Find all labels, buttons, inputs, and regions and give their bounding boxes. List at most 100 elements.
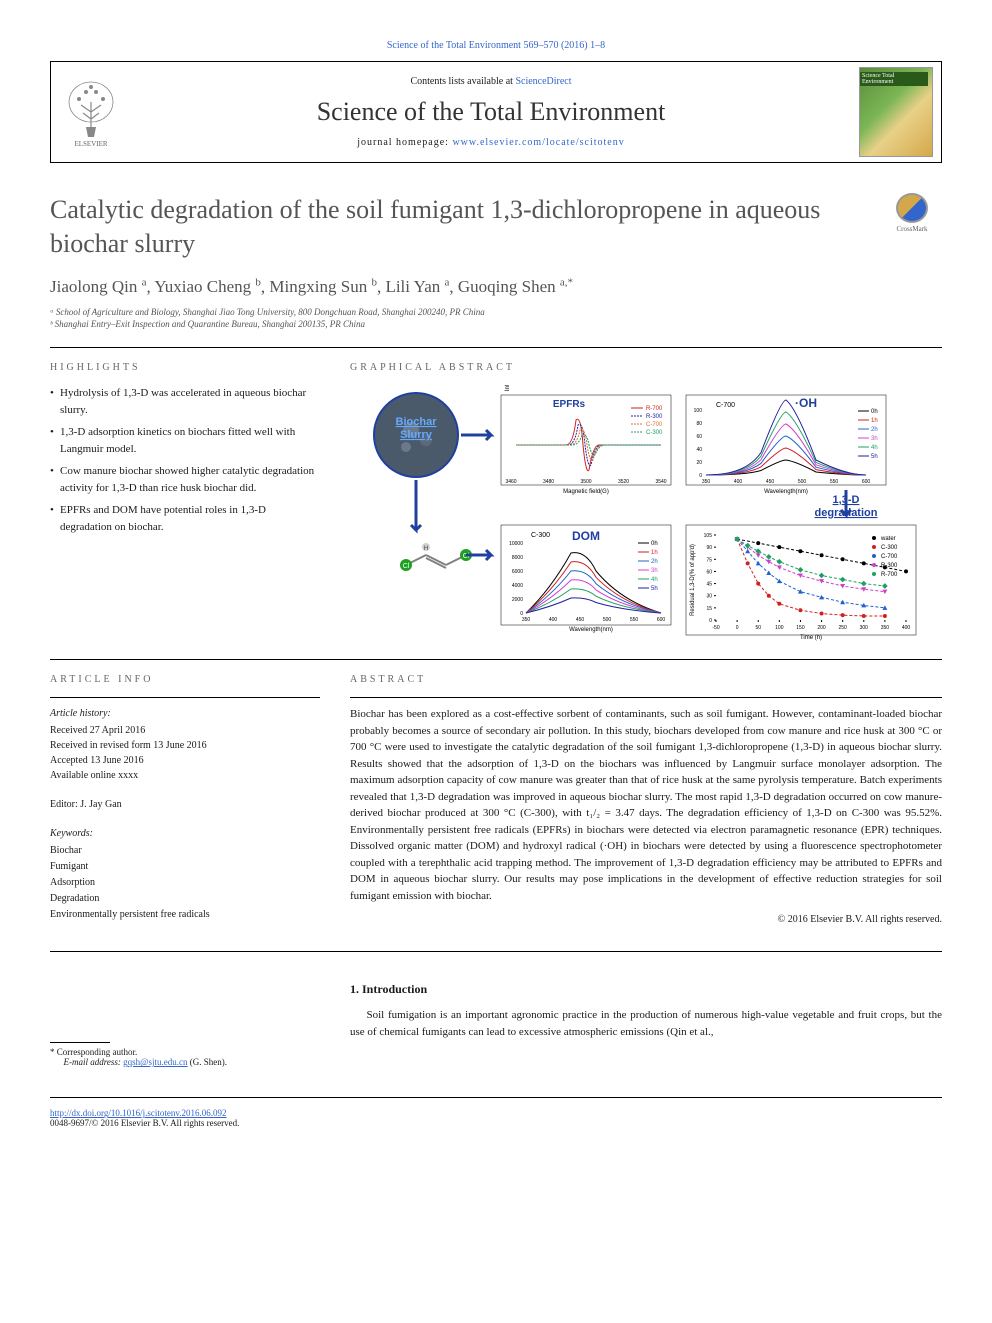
footer-block: http://dx.doi.org/10.1016/j.scitotenv.20… xyxy=(50,1097,942,1128)
intro-text: Soil fumigation is an important agronomi… xyxy=(350,1007,942,1040)
sciencedirect-link[interactable]: ScienceDirect xyxy=(515,76,571,87)
svg-text:H: H xyxy=(424,546,428,552)
svg-text:550: 550 xyxy=(830,479,839,485)
svg-text:105: 105 xyxy=(704,533,713,539)
copyright-line: © 2016 Elsevier B.V. All rights reserved… xyxy=(350,914,942,925)
graphical-abstract: BiocharSlurryClClHEPFRsIntensity(a.u.)34… xyxy=(350,385,942,645)
svg-text:Time (h): Time (h) xyxy=(800,635,822,641)
svg-text:400: 400 xyxy=(902,625,911,631)
svg-text:3500: 3500 xyxy=(580,479,591,485)
email-link[interactable]: gqsh@sjtu.edu.cn xyxy=(123,1057,187,1067)
issn-line: 0048-9697/© 2016 Elsevier B.V. All right… xyxy=(50,1118,942,1128)
svg-text:ELSEVIER: ELSEVIER xyxy=(74,140,107,147)
svg-text:5h: 5h xyxy=(871,454,878,460)
svg-text:C-300: C-300 xyxy=(881,545,898,551)
svg-text:3520: 3520 xyxy=(618,479,629,485)
svg-text:Residual 1,3-D(% of app'd): Residual 1,3-D(% of app'd) xyxy=(690,544,696,616)
svg-text:C-300: C-300 xyxy=(531,532,550,539)
svg-text:R-300: R-300 xyxy=(881,563,898,569)
svg-text:Cl: Cl xyxy=(403,563,410,570)
svg-text:Biochar: Biochar xyxy=(396,416,438,428)
article-title: Catalytic degradation of the soil fumiga… xyxy=(50,193,862,261)
svg-text:EPFRs: EPFRs xyxy=(553,399,586,410)
highlight-item: Cow manure biochar showed higher catalyt… xyxy=(50,463,320,496)
highlights-label: HIGHLIGHTS xyxy=(50,362,320,373)
svg-text:100: 100 xyxy=(694,408,703,414)
svg-text:R-700: R-700 xyxy=(646,406,663,412)
svg-text:1,3-D: 1,3-D xyxy=(833,494,860,506)
svg-text:5h: 5h xyxy=(651,586,658,592)
elsevier-logo: ELSEVIER xyxy=(51,62,131,162)
svg-text:3h: 3h xyxy=(651,568,658,574)
abstract-text: Biochar has been explored as a cost-effe… xyxy=(350,706,942,904)
svg-text:45: 45 xyxy=(706,582,712,588)
svg-text:1h: 1h xyxy=(651,550,658,556)
svg-text:200: 200 xyxy=(817,625,826,631)
homepage-line: journal homepage: www.elsevier.com/locat… xyxy=(131,137,851,148)
divider xyxy=(50,951,942,952)
svg-text:0: 0 xyxy=(736,625,739,631)
svg-text:Wavelength(nm): Wavelength(nm) xyxy=(569,627,613,633)
highlight-item: 1,3-D adsorption kinetics on biochars fi… xyxy=(50,424,320,457)
abstract-label: ABSTRACT xyxy=(350,674,942,685)
svg-text:150: 150 xyxy=(796,625,805,631)
authors-line: Jiaolong Qin a, Yuxiao Cheng b, Mingxing… xyxy=(50,277,942,298)
svg-text:Slurry: Slurry xyxy=(400,429,433,441)
editor-line: Editor: J. Jay Gan xyxy=(50,797,320,812)
svg-text:50: 50 xyxy=(755,625,761,631)
svg-text:400: 400 xyxy=(549,617,558,623)
svg-text:300: 300 xyxy=(860,625,869,631)
svg-text:600: 600 xyxy=(862,479,871,485)
graphical-abstract-label: GRAPHICAL ABSTRACT xyxy=(350,362,942,373)
svg-text:-50: -50 xyxy=(712,625,719,631)
svg-text:2h: 2h xyxy=(651,559,658,565)
intro-heading: 1. Introduction xyxy=(350,982,942,997)
svg-text:water: water xyxy=(880,536,896,542)
svg-text:250: 250 xyxy=(838,625,847,631)
svg-text:350: 350 xyxy=(522,617,531,623)
svg-text:C-300: C-300 xyxy=(646,430,663,436)
svg-text:C-700: C-700 xyxy=(646,422,663,428)
svg-text:3540: 3540 xyxy=(655,479,666,485)
svg-text:350: 350 xyxy=(702,479,711,485)
article-info-label: ARTICLE INFO xyxy=(50,674,320,685)
svg-text:40: 40 xyxy=(696,447,702,453)
svg-text:0: 0 xyxy=(520,611,523,617)
svg-text:600: 600 xyxy=(657,617,666,623)
svg-text:4000: 4000 xyxy=(512,583,523,589)
svg-text:60: 60 xyxy=(706,570,712,576)
divider xyxy=(50,347,942,348)
svg-text:0h: 0h xyxy=(871,409,878,415)
svg-text:4h: 4h xyxy=(871,445,878,451)
svg-text:degradation: degradation xyxy=(815,507,878,519)
svg-text:550: 550 xyxy=(630,617,639,623)
homepage-link[interactable]: www.elsevier.com/locate/scitotenv xyxy=(452,137,624,148)
svg-text:2000: 2000 xyxy=(512,597,523,603)
svg-text:15: 15 xyxy=(706,606,712,612)
highlight-item: Hydrolysis of 1,3-D was accelerated in a… xyxy=(50,385,320,418)
svg-text:C-700: C-700 xyxy=(881,554,898,560)
highlight-item: EPFRs and DOM have potential roles in 1,… xyxy=(50,502,320,535)
svg-text:10000: 10000 xyxy=(509,541,523,547)
top-citation[interactable]: Science of the Total Environment 569–570… xyxy=(50,40,942,51)
svg-text:0: 0 xyxy=(699,473,702,479)
svg-text:75: 75 xyxy=(706,558,712,564)
svg-text:20: 20 xyxy=(696,460,702,466)
affiliations: ᵃ School of Agriculture and Biology, Sha… xyxy=(50,307,942,329)
svg-text:8000: 8000 xyxy=(512,555,523,561)
article-history: Article history: Received 27 April 2016R… xyxy=(50,706,320,783)
journal-cover-thumb: Science Total Environment xyxy=(851,62,941,162)
svg-text:60: 60 xyxy=(696,434,702,440)
crossmark-badge[interactable]: CrossMark xyxy=(882,193,942,233)
svg-text:4h: 4h xyxy=(651,577,658,583)
svg-text:3h: 3h xyxy=(871,436,878,442)
svg-text:400: 400 xyxy=(734,479,743,485)
svg-text:90: 90 xyxy=(706,545,712,551)
doi-link[interactable]: http://dx.doi.org/10.1016/j.scitotenv.20… xyxy=(50,1108,227,1118)
svg-text:1h: 1h xyxy=(871,418,878,424)
svg-text:500: 500 xyxy=(798,479,807,485)
svg-text:C-700: C-700 xyxy=(716,402,735,409)
svg-text:Wavelength(nm): Wavelength(nm) xyxy=(764,489,808,495)
svg-text:450: 450 xyxy=(766,479,775,485)
divider xyxy=(50,659,942,660)
